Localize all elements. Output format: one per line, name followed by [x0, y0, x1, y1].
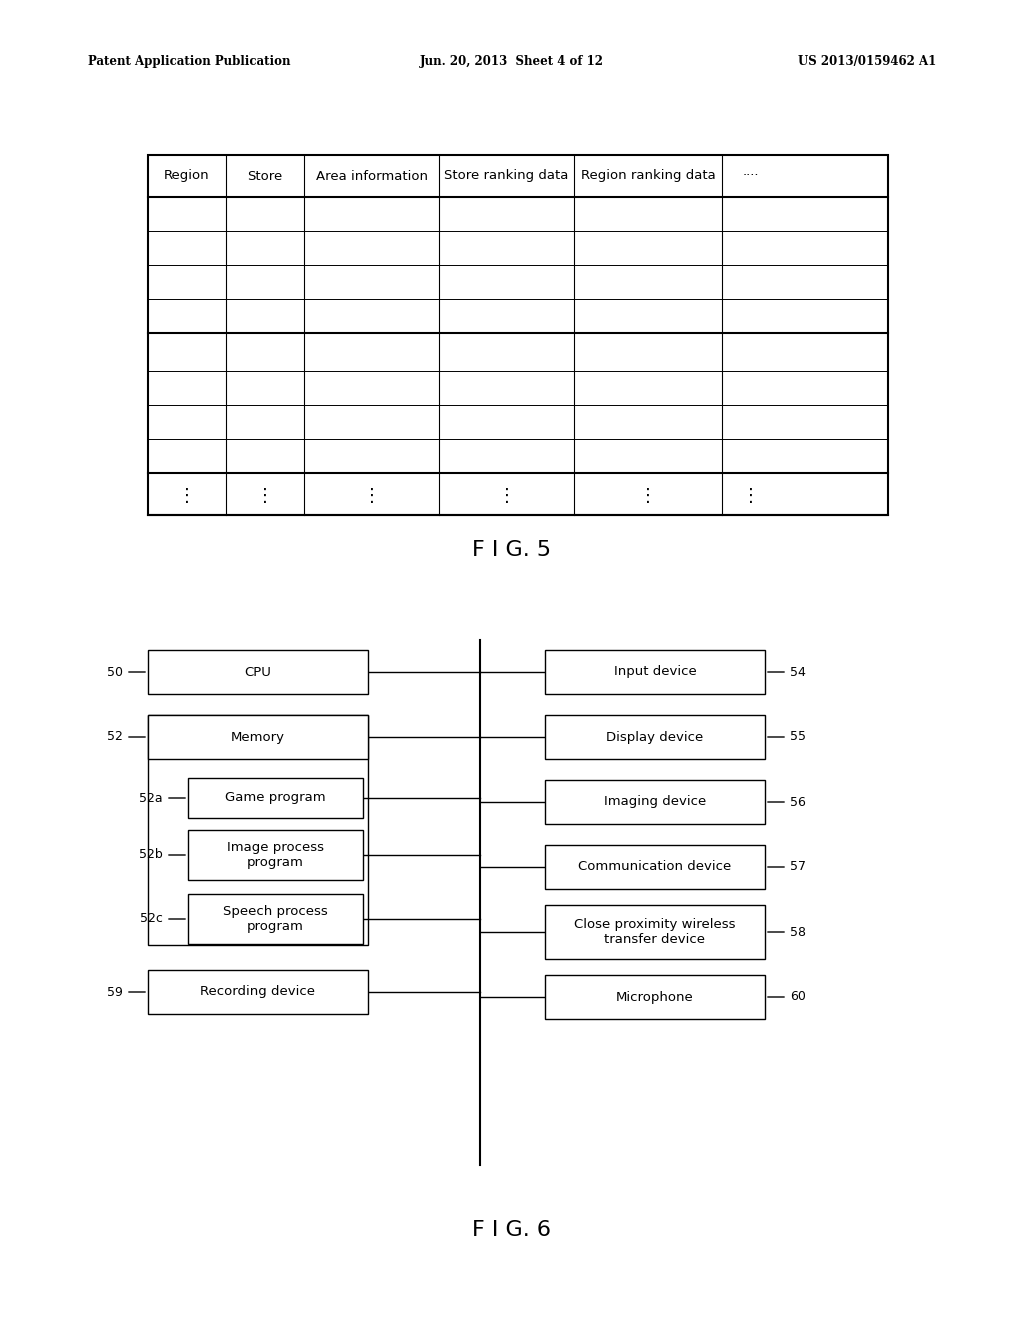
Text: 52: 52 — [108, 730, 123, 743]
Text: Imaging device: Imaging device — [604, 796, 707, 808]
Text: Patent Application Publication: Patent Application Publication — [88, 55, 291, 69]
Text: Store ranking data: Store ranking data — [444, 169, 568, 182]
Text: Jun. 20, 2013  Sheet 4 of 12: Jun. 20, 2013 Sheet 4 of 12 — [420, 55, 604, 69]
Text: ····: ···· — [742, 169, 759, 182]
Text: Microphone: Microphone — [616, 990, 694, 1003]
Text: Speech process
program: Speech process program — [223, 906, 328, 933]
Text: Region: Region — [164, 169, 210, 182]
Text: 59: 59 — [108, 986, 123, 998]
Text: 50: 50 — [106, 665, 123, 678]
Text: ⋮: ⋮ — [639, 487, 657, 506]
Bar — [545, 715, 765, 759]
Text: ⋮: ⋮ — [742, 487, 760, 506]
Text: 52a: 52a — [139, 792, 163, 804]
Text: Game program: Game program — [225, 792, 326, 804]
Bar — [148, 649, 368, 694]
Text: ⋮: ⋮ — [256, 487, 274, 506]
Text: F I G. 6: F I G. 6 — [472, 1220, 552, 1239]
Text: 56: 56 — [790, 796, 806, 808]
Text: Communication device: Communication device — [579, 861, 731, 874]
Text: Display device: Display device — [606, 730, 703, 743]
Text: Memory: Memory — [231, 730, 285, 743]
Bar — [148, 715, 368, 945]
Text: ⋮: ⋮ — [362, 487, 381, 506]
Text: CPU: CPU — [245, 665, 271, 678]
Text: Region ranking data: Region ranking data — [581, 169, 716, 182]
Text: Close proximity wireless
transfer device: Close proximity wireless transfer device — [574, 917, 736, 946]
Bar — [545, 780, 765, 824]
Bar — [188, 777, 362, 818]
Bar — [545, 975, 765, 1019]
Text: 60: 60 — [790, 990, 806, 1003]
Text: Area information: Area information — [315, 169, 427, 182]
Bar — [188, 830, 362, 880]
Text: Input device: Input device — [613, 665, 696, 678]
Bar — [545, 845, 765, 888]
Text: Store: Store — [248, 169, 283, 182]
Text: ⋮: ⋮ — [178, 487, 196, 506]
Text: Recording device: Recording device — [201, 986, 315, 998]
Text: F I G. 5: F I G. 5 — [472, 540, 552, 560]
Bar — [545, 906, 765, 960]
Bar — [148, 154, 888, 515]
Text: 58: 58 — [790, 925, 806, 939]
Text: US 2013/0159462 A1: US 2013/0159462 A1 — [798, 55, 936, 69]
Bar — [545, 649, 765, 694]
Text: 54: 54 — [790, 665, 806, 678]
Bar — [148, 970, 368, 1014]
Text: 57: 57 — [790, 861, 806, 874]
Text: 55: 55 — [790, 730, 806, 743]
Text: 52c: 52c — [140, 912, 163, 925]
Text: ⋮: ⋮ — [498, 487, 515, 506]
Bar — [188, 894, 362, 944]
Text: Image process
program: Image process program — [227, 841, 324, 869]
Text: 52b: 52b — [139, 849, 163, 862]
Bar — [148, 715, 368, 759]
